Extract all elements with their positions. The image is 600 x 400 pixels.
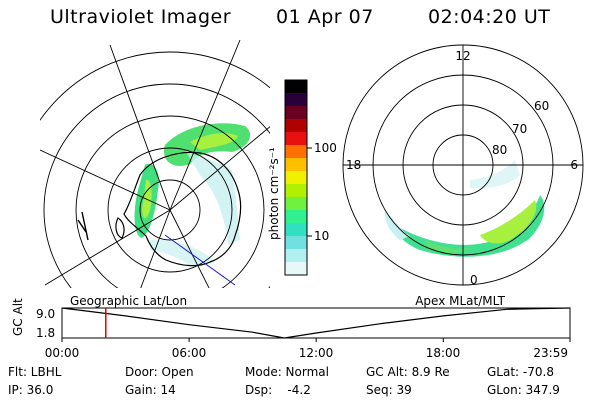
- timeline-x-tick-labels: 00:00 06:00 12:00 18:00 23:59: [45, 346, 568, 360]
- colorbar-cell: [285, 119, 307, 133]
- colorbar-unit-label: photon cm⁻²s⁻¹: [267, 147, 281, 240]
- instrument-info: Flt: LBHL Door: Open Mode: Normal GC Alt…: [8, 365, 560, 397]
- colorbar-cell: [285, 262, 307, 276]
- info-glon: GLon: 347.9: [487, 383, 560, 397]
- colorbar-cell: [285, 197, 307, 211]
- colorbar-tick-100: 100: [314, 141, 337, 155]
- x-tick-label-1800: 18:00: [426, 346, 461, 360]
- colorbar-cell: [285, 236, 307, 250]
- colorbar-cell: [285, 145, 307, 159]
- colorbar-tick-10: 10: [314, 229, 329, 243]
- timeline-y-tick-9: 9.0: [36, 307, 55, 321]
- polar-plot: 12 18 6 0 60 70 80: [342, 44, 584, 287]
- aurora-emission-polar: [384, 160, 545, 257]
- colorbar-cell: [285, 223, 307, 237]
- lat-label-60: 60: [534, 99, 549, 113]
- timeline-y-tick-1-8: 1.8: [36, 326, 55, 340]
- info-dsp: Dsp: -4.2: [245, 383, 311, 397]
- mlt-label-18: 18: [346, 158, 361, 172]
- x-tick-label-2359: 23:59: [533, 346, 568, 360]
- x-tick-label-0600: 06:00: [172, 346, 207, 360]
- polar-grid: [342, 44, 584, 286]
- mlt-label-6: 6: [570, 158, 578, 172]
- antarctica-coastline: [123, 151, 242, 267]
- right-panel-label: Apex MLat/MLT: [415, 294, 505, 308]
- timeline-x-ticks: [61, 338, 571, 342]
- colorbar-cell: [285, 210, 307, 224]
- x-tick-label-0000: 00:00: [45, 346, 80, 360]
- x-tick-label-1200: 12:00: [299, 346, 334, 360]
- left-panel-label: Geographic Lat/Lon: [70, 294, 187, 308]
- header-title: Ultraviolet Imager: [50, 6, 232, 28]
- header-date: 01 Apr 07: [276, 6, 374, 28]
- colorbar-cell: [285, 171, 307, 185]
- meridians: [40, 40, 270, 288]
- colorbar-cell: [285, 93, 307, 107]
- mlt-label-12: 12: [455, 49, 470, 63]
- colorbar-cells: [285, 80, 307, 276]
- info-gc-alt: GC Alt: 8.9 Re: [366, 365, 450, 379]
- latitude-circles: [40, 51, 270, 288]
- info-door: Door: Open: [125, 365, 194, 379]
- info-gain: Gain: 14: [125, 383, 176, 397]
- colorbar-cell: [285, 158, 307, 172]
- info-mode: Mode: Normal: [245, 365, 329, 379]
- geographic-map: [40, 40, 270, 288]
- lat-label-80: 80: [492, 143, 507, 157]
- timeline-y-axis-label: GC Alt: [11, 298, 25, 336]
- colorbar: 100 10 photon cm⁻²s⁻¹: [267, 79, 337, 276]
- colorbar-cell: [285, 184, 307, 198]
- colorbar-cell: [285, 80, 307, 94]
- colorbar-cell: [285, 106, 307, 120]
- timeline-plot: GC Alt 9.0 1.8: [11, 298, 571, 342]
- info-filter: Flt: LBHL: [8, 365, 62, 379]
- info-glat: GLat: -70.8: [487, 365, 554, 379]
- aurora-emission-geo: [134, 123, 251, 268]
- info-seq: Seq: 39: [366, 383, 412, 397]
- info-ip: IP: 36.0: [8, 383, 53, 397]
- colorbar-cell: [285, 132, 307, 146]
- lat-label-70: 70: [512, 122, 527, 136]
- colorbar-cell: [285, 249, 307, 263]
- header-time: 02:04:20 UT: [428, 6, 551, 28]
- gc-alt-series-line: [61, 307, 571, 339]
- mlt-label-0: 0: [470, 273, 478, 287]
